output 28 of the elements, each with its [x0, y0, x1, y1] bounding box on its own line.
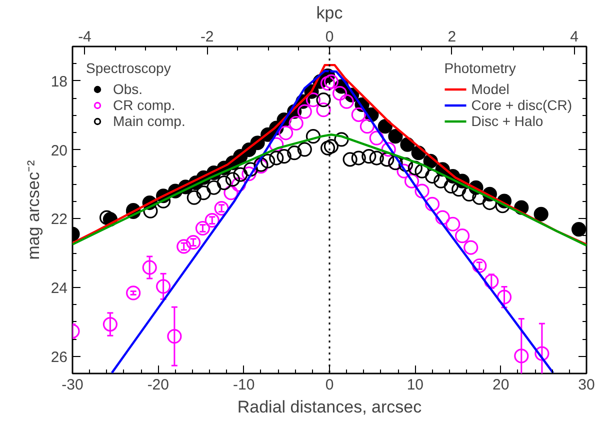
legend-label: CR comp.	[113, 97, 176, 113]
y-tick-label: 20	[50, 142, 68, 160]
legend-label: Core + disc(CR)	[471, 97, 572, 113]
x2-tick-label: -2	[200, 28, 214, 46]
y-axis-title: mag arcsec⁻²	[24, 160, 43, 260]
x-tick-label: -10	[232, 376, 255, 394]
legend-label: Disc + Halo	[471, 113, 544, 129]
x2-tick-label: -4	[78, 28, 92, 46]
x-tick-label: 10	[406, 376, 424, 394]
text: Photometry	[444, 60, 516, 76]
x2-tick-label: 0	[325, 28, 334, 46]
x2-axis-title: kpc	[316, 4, 344, 22]
x-tick-label: 0	[325, 376, 334, 394]
y-tick-label: 26	[50, 348, 68, 366]
x-tick-label: -30	[62, 376, 84, 394]
legend-label: Model	[471, 81, 510, 97]
legend-label: Obs.	[113, 81, 143, 97]
x2-tick-label: 4	[570, 28, 578, 46]
x-tick-label: -20	[147, 376, 170, 394]
text: Spectroscopy	[86, 60, 171, 76]
x2-tick-label: 2	[448, 28, 456, 46]
x-axis-title: Radial distances, arcsec	[237, 398, 422, 416]
legend-label: Main comp.	[113, 113, 186, 129]
y-tick-label: 24	[50, 280, 68, 297]
x-tick-label: 30	[578, 376, 595, 394]
x-tick-label: 20	[492, 376, 510, 394]
y-tick-label: 18	[50, 73, 68, 90]
y-tick-label: 22	[50, 211, 68, 228]
